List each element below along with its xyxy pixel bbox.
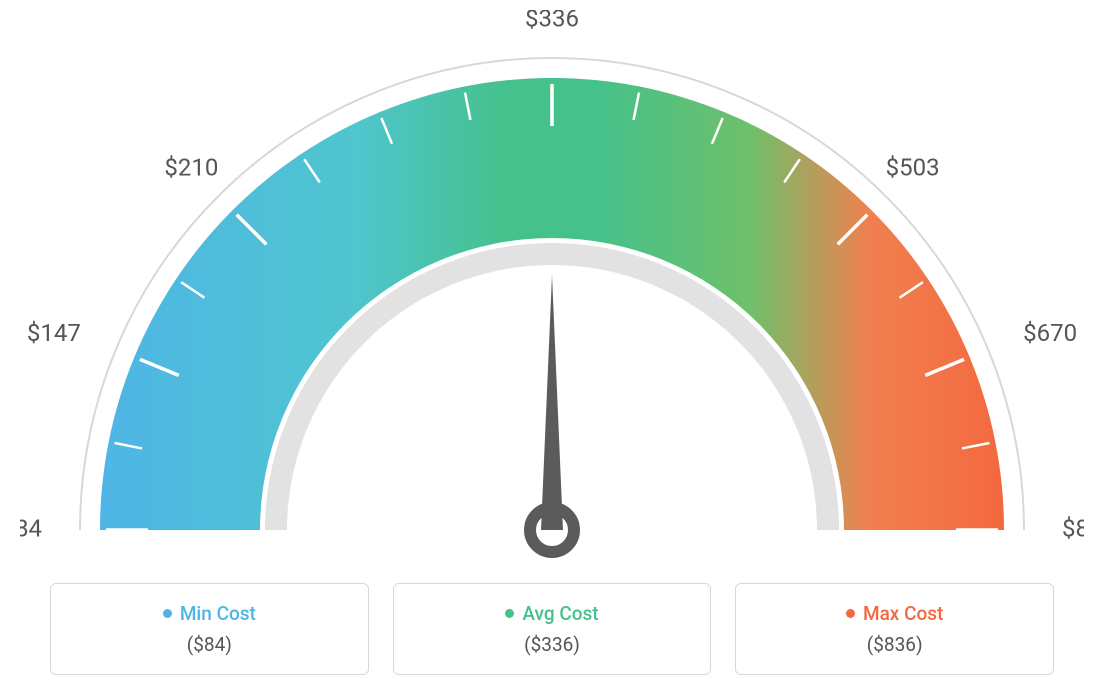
legend-avg-label: Avg Cost (505, 602, 598, 625)
legend-min-label: Min Cost (163, 602, 256, 625)
legend-max-text: Max Cost (863, 602, 943, 625)
legend-max-label: Max Cost (846, 602, 943, 625)
svg-text:$670: $670 (1023, 319, 1077, 347)
dot-icon (163, 609, 172, 618)
legend-max: Max Cost ($836) (735, 583, 1054, 675)
svg-text:$147: $147 (27, 319, 81, 347)
svg-text:$836: $836 (1062, 514, 1084, 542)
legend: Min Cost ($84) Avg Cost ($336) Max Cost … (50, 583, 1054, 675)
legend-avg-value: ($336) (404, 633, 701, 656)
gauge-svg: $84 $147 $210 $336 $503 $670 $836 (20, 10, 1084, 570)
legend-min-value: ($84) (61, 633, 358, 656)
dot-icon (505, 609, 514, 618)
legend-min: Min Cost ($84) (50, 583, 369, 675)
legend-max-value: ($836) (746, 633, 1043, 656)
gauge-chart: $84 $147 $210 $336 $503 $670 $836 (20, 10, 1084, 570)
legend-avg-text: Avg Cost (522, 602, 598, 625)
dot-icon (846, 609, 855, 618)
svg-text:$336: $336 (525, 10, 579, 32)
svg-text:$503: $503 (886, 154, 940, 182)
svg-text:$84: $84 (20, 514, 42, 542)
legend-avg: Avg Cost ($336) (393, 583, 712, 675)
legend-min-text: Min Cost (180, 602, 256, 625)
svg-text:$210: $210 (164, 154, 218, 182)
